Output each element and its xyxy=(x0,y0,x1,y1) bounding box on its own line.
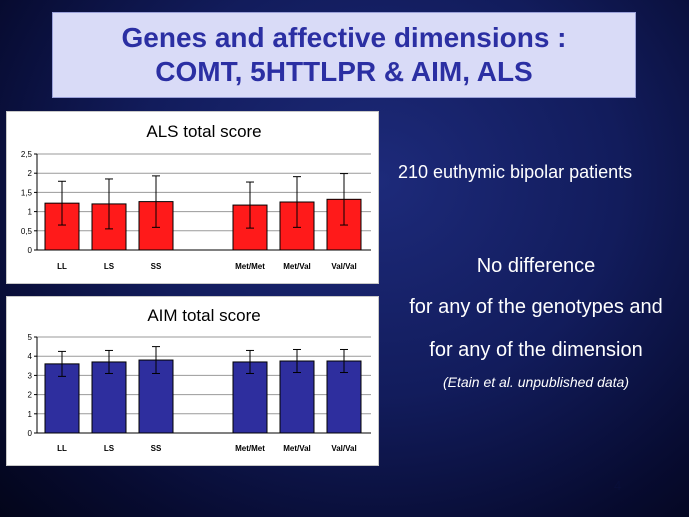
chart-title: ALS total score xyxy=(146,122,261,141)
x-tick-label: LL xyxy=(57,444,67,453)
als-chart-panel: ALS total score 0 0,5 1 1,5 2 2,5 LL LS SS Met/Met… xyxy=(6,111,379,284)
y-tick-label: 1,5 xyxy=(21,188,33,197)
citation-text: (Etain et al. unpublished data) xyxy=(442,374,629,390)
y-tick-label: 5 xyxy=(28,333,33,342)
slide-title-line1: Genes and affective dimensions : xyxy=(121,22,567,53)
slide-title-line2: COMT, 5HTTLPR & AIM, ALS xyxy=(155,56,533,87)
genotypes-text: for any of the genotypes and xyxy=(409,296,663,318)
y-tick-label: 2 xyxy=(28,169,33,178)
bar xyxy=(44,202,80,251)
slide-title-box: Genes and affective dimensions : COMT, 5… xyxy=(52,12,636,98)
x-tick-label: LS xyxy=(104,444,115,453)
y-tick-label: 3 xyxy=(28,371,33,380)
y-tick-label: 0 xyxy=(28,246,33,255)
als-chart: ALS total score 0 0,5 1 1,5 2 2,5 LL LS SS Met/Met… xyxy=(21,122,371,271)
x-tick-label: Val/Val xyxy=(331,444,356,453)
y-tick-label: 0,5 xyxy=(21,227,33,236)
no-difference-text: No difference xyxy=(476,255,596,277)
chart-title: AIM total score xyxy=(147,306,260,325)
dimension-text: for any of the dimension xyxy=(429,339,643,361)
x-tick-label: Met/Met xyxy=(235,444,265,453)
x-tick-label: Met/Met xyxy=(235,262,265,271)
x-tick-label: Met/Val xyxy=(283,444,311,453)
y-tick-label: 1 xyxy=(28,410,33,419)
x-tick-label: LL xyxy=(57,262,67,271)
aim-chart: AIM total score 0 1 2 3 4 5 LL LS SS Met/Met Met/Va… xyxy=(28,306,371,453)
x-tick-label: SS xyxy=(151,262,162,271)
page-number: 4 xyxy=(614,478,622,493)
y-tick-label: 2,5 xyxy=(21,150,33,159)
aim-chart-panel: AIM total score 0 1 2 3 4 5 LL LS SS Met/Met Met/Va… xyxy=(6,296,379,466)
bar xyxy=(326,360,362,434)
y-tick-label: 4 xyxy=(28,352,33,361)
x-tick-label: LS xyxy=(104,262,115,271)
x-tick-label: Met/Val xyxy=(283,262,311,271)
y-tick-label: 2 xyxy=(28,391,33,400)
patients-count-text: 210 euthymic bipolar patients xyxy=(398,162,633,182)
y-tick-label: 1 xyxy=(28,208,33,217)
x-tick-label: Val/Val xyxy=(331,262,356,271)
x-tick-label: SS xyxy=(151,444,162,453)
y-tick-label: 0 xyxy=(28,429,33,438)
